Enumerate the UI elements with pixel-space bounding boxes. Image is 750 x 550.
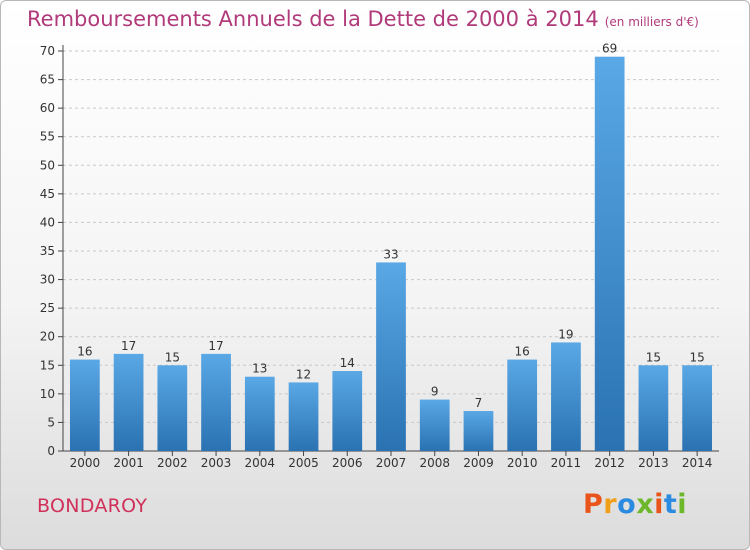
data-label: 7 bbox=[475, 396, 483, 410]
data-label: 33 bbox=[383, 247, 398, 261]
y-tick-label: 15 bbox=[40, 358, 55, 372]
y-tick-label: 5 bbox=[47, 415, 55, 429]
y-tick-label: 40 bbox=[40, 215, 55, 229]
x-tick-label: 2001 bbox=[113, 456, 144, 470]
x-tick-label: 2014 bbox=[682, 456, 713, 470]
data-label: 16 bbox=[77, 345, 92, 359]
bar-2004[interactable] bbox=[244, 376, 275, 451]
bar-2000[interactable] bbox=[69, 359, 100, 451]
chart-title-text: Remboursements Annuels de la Dette de 20… bbox=[27, 7, 599, 31]
bar-2001[interactable] bbox=[113, 353, 144, 451]
data-label: 17 bbox=[121, 339, 136, 353]
bar-2006[interactable] bbox=[332, 371, 363, 451]
x-tick-label: 2013 bbox=[638, 456, 669, 470]
x-tick-label: 2007 bbox=[376, 456, 407, 470]
x-tick-label: 2011 bbox=[551, 456, 582, 470]
x-tick-label: 2000 bbox=[70, 456, 101, 470]
chart-title: Remboursements Annuels de la Dette de 20… bbox=[27, 7, 699, 31]
data-label: 15 bbox=[165, 350, 180, 364]
logo-letter: P bbox=[583, 489, 604, 520]
y-tick-label: 0 bbox=[47, 444, 55, 458]
y-tick-label: 30 bbox=[40, 273, 55, 287]
data-label: 12 bbox=[296, 367, 311, 381]
bar-2011[interactable] bbox=[551, 342, 581, 451]
data-label: 69 bbox=[602, 42, 617, 56]
chart-subtitle: (en milliers d'€) bbox=[604, 15, 699, 29]
logo-letter: o bbox=[617, 489, 637, 520]
bar-2003[interactable] bbox=[201, 353, 231, 451]
x-tick-label: 2012 bbox=[594, 456, 625, 470]
bar-2012[interactable] bbox=[594, 56, 625, 451]
y-tick-label: 70 bbox=[40, 44, 55, 58]
data-label: 13 bbox=[252, 362, 267, 376]
logo-letter: i bbox=[677, 489, 688, 520]
x-tick-label: 2003 bbox=[201, 456, 232, 470]
proxiti-logo[interactable]: Proxiti bbox=[583, 489, 687, 520]
data-label: 16 bbox=[515, 345, 530, 359]
y-tick-label: 45 bbox=[40, 187, 55, 201]
bar-2013[interactable] bbox=[638, 365, 669, 451]
data-label: 17 bbox=[208, 339, 223, 353]
y-tick-label: 60 bbox=[40, 101, 55, 115]
data-label: 15 bbox=[646, 350, 661, 364]
bar-2002[interactable] bbox=[157, 365, 188, 451]
logo-letter: r bbox=[603, 489, 618, 520]
y-tick-label: 55 bbox=[40, 130, 55, 144]
bar-2007[interactable] bbox=[376, 262, 406, 451]
logo-letter: x bbox=[636, 489, 655, 520]
data-label: 14 bbox=[340, 356, 355, 370]
y-tick-label: 25 bbox=[40, 301, 55, 315]
bar-2009[interactable] bbox=[463, 411, 494, 451]
commune-name: BONDAROY bbox=[37, 495, 148, 517]
data-label: 19 bbox=[558, 327, 573, 341]
x-tick-label: 2006 bbox=[332, 456, 363, 470]
logo-letter: i bbox=[654, 489, 664, 520]
y-tick-label: 35 bbox=[40, 244, 55, 258]
y-tick-label: 10 bbox=[40, 387, 55, 401]
y-tick-label: 20 bbox=[40, 330, 55, 344]
x-tick-label: 2004 bbox=[245, 456, 276, 470]
bar-2008[interactable] bbox=[419, 399, 450, 451]
bar-2005[interactable] bbox=[288, 382, 319, 451]
logo-letter: t bbox=[663, 489, 678, 520]
y-tick-label: 65 bbox=[40, 73, 55, 87]
x-tick-label: 2002 bbox=[157, 456, 188, 470]
y-tick-label: 50 bbox=[40, 158, 55, 172]
bar-2010[interactable] bbox=[507, 359, 538, 451]
x-tick-label: 2008 bbox=[419, 456, 450, 470]
data-label: 9 bbox=[431, 385, 439, 399]
x-tick-label: 2009 bbox=[463, 456, 494, 470]
bar-2014[interactable] bbox=[682, 365, 713, 451]
x-tick-label: 2010 bbox=[507, 456, 538, 470]
x-tick-label: 2005 bbox=[288, 456, 319, 470]
data-label: 15 bbox=[689, 350, 704, 364]
